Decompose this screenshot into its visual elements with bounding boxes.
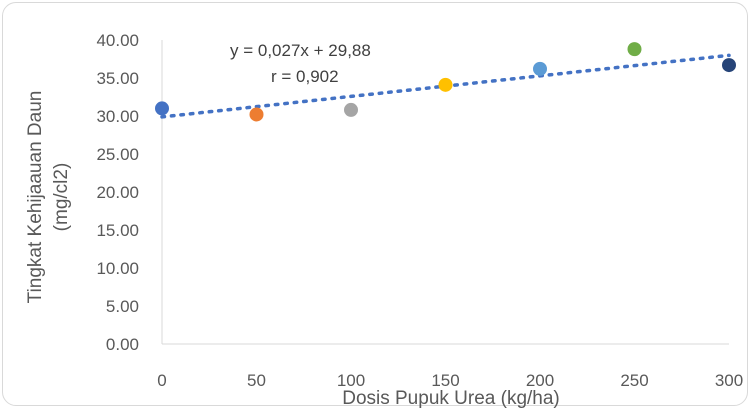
y-tick-label: 5.00 [106,297,139,316]
y-axis-title-line2: (mg/cl2) [51,163,72,232]
data-point [438,77,453,92]
y-tick-label: 10.00 [96,259,139,278]
x-axis: 0 50 100 150 200 250 300 [157,371,743,390]
y-axis-title-line1: Tingkat Kehijaauan Daun [25,91,46,304]
equation-label: y = 0,027x + 29,88 [230,41,371,60]
x-tick-label: 150 [431,371,459,390]
x-tick-label: 50 [247,371,266,390]
data-point [344,102,358,117]
chart-frame [2,2,748,406]
y-tick-label: 25.00 [96,145,139,164]
x-tick-label: 100 [337,371,365,390]
y-tick-label: 15.00 [96,221,139,240]
x-axis-title: Dosis Pupuk Urea (kg/ha) [342,388,560,409]
data-point [533,61,547,76]
data-points [155,42,736,122]
y-tick-label: 40.00 [96,31,139,50]
x-tick-label: 200 [526,371,554,390]
y-tick-label: 35.00 [96,69,139,88]
y-axis: 0.00 5.00 10.00 15.00 20.00 25.00 30.00 35.00 40… [96,31,139,354]
y-tick-label: 30.00 [96,107,139,126]
y-tick-label: 20.00 [96,183,139,202]
data-point [722,58,736,73]
x-tick-label: 0 [157,371,166,390]
correlation-label: r = 0,902 [271,67,339,86]
data-point [249,107,264,122]
data-point [627,42,642,57]
x-tick-label: 250 [620,371,648,390]
y-tick-label: 0.00 [106,335,139,354]
x-tick-label: 300 [715,371,743,390]
data-point [155,101,169,116]
